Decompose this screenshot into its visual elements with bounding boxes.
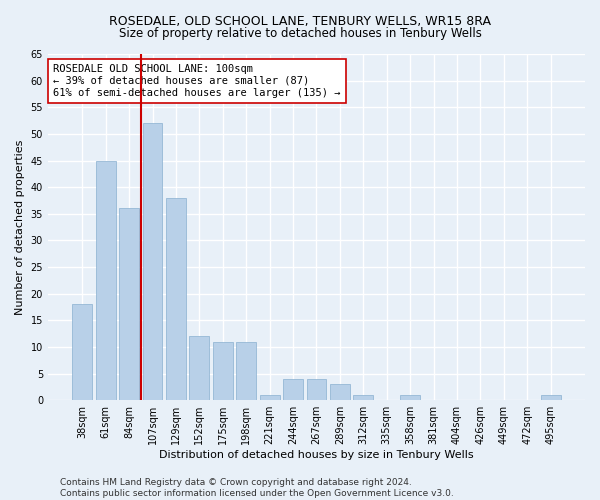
Bar	[190, 336, 209, 400]
Text: ROSEDALE OLD SCHOOL LANE: 100sqm
← 39% of detached houses are smaller (87)
61% o: ROSEDALE OLD SCHOOL LANE: 100sqm ← 39% o…	[53, 64, 341, 98]
Text: Contains HM Land Registry data © Crown copyright and database right 2024.
Contai: Contains HM Land Registry data © Crown c…	[60, 478, 454, 498]
Text: Size of property relative to detached houses in Tenbury Wells: Size of property relative to detached ho…	[119, 28, 481, 40]
Bar	[283, 379, 303, 400]
Bar	[213, 342, 233, 400]
Bar	[330, 384, 350, 400]
Bar	[73, 304, 92, 400]
Text: ROSEDALE, OLD SCHOOL LANE, TENBURY WELLS, WR15 8RA: ROSEDALE, OLD SCHOOL LANE, TENBURY WELLS…	[109, 15, 491, 28]
X-axis label: Distribution of detached houses by size in Tenbury Wells: Distribution of detached houses by size …	[159, 450, 474, 460]
Bar	[236, 342, 256, 400]
Bar	[166, 198, 186, 400]
Bar	[353, 395, 373, 400]
Bar	[541, 395, 560, 400]
Bar	[307, 379, 326, 400]
Bar	[143, 123, 163, 400]
Bar	[96, 160, 116, 400]
Bar	[260, 395, 280, 400]
Bar	[400, 395, 420, 400]
Bar	[119, 208, 139, 400]
Y-axis label: Number of detached properties: Number of detached properties	[15, 140, 25, 315]
